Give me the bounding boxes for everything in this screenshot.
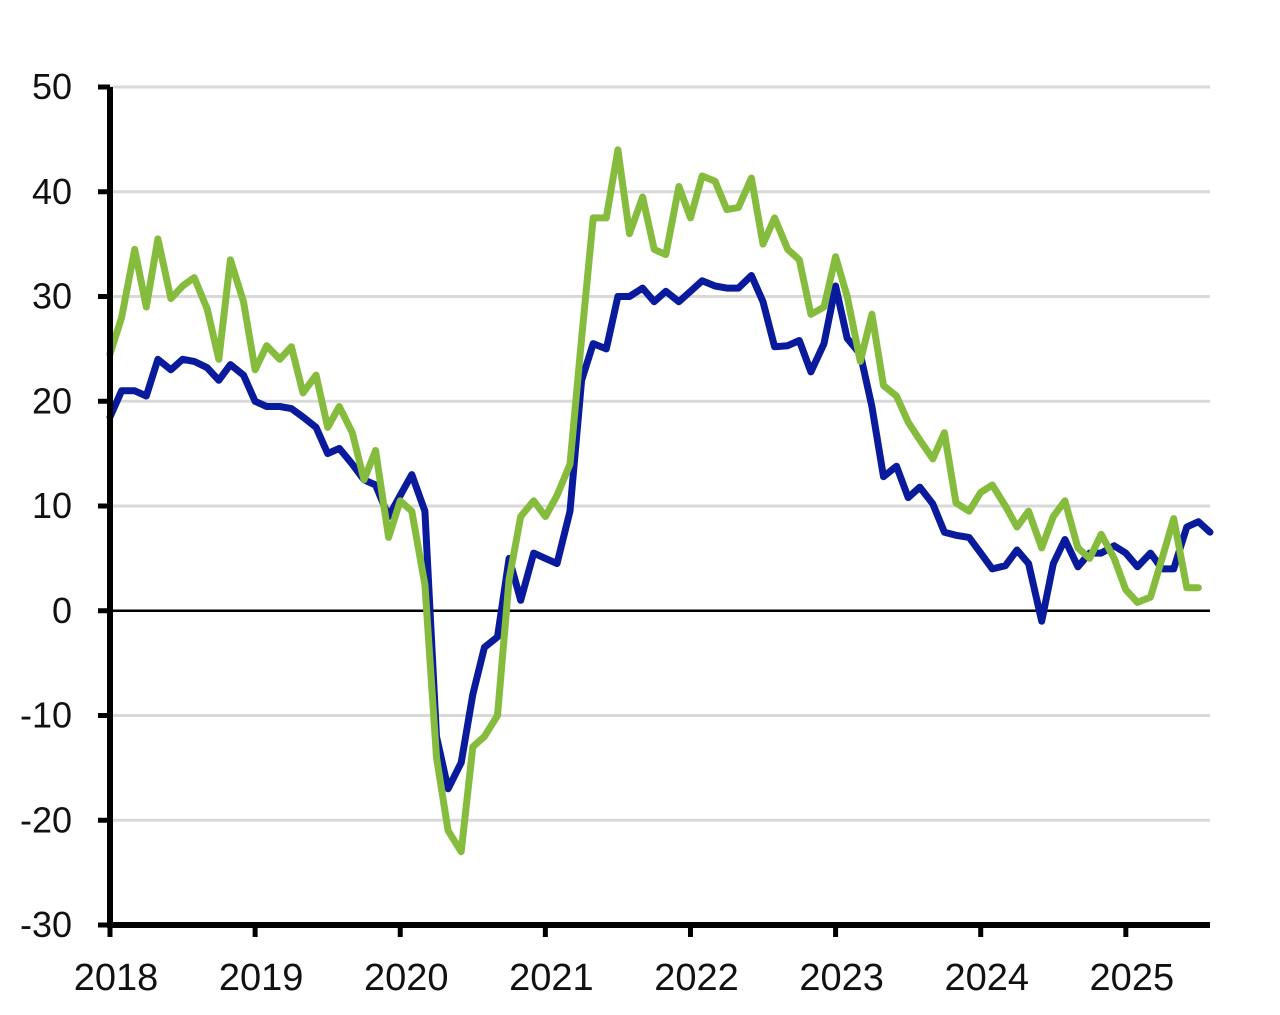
y-tick-label: -20 — [20, 799, 72, 840]
x-tick-labels: 2018 2019 2020 2021 2022 2023 2024 2025 — [74, 957, 1174, 999]
series-line-1 — [106, 272, 1214, 793]
x-tick-label: 2021 — [509, 957, 594, 999]
x-tick-label: 2020 — [364, 957, 449, 999]
y-tick-label: -10 — [20, 695, 72, 736]
x-tick-label: 2018 — [74, 957, 159, 999]
y-tick-label: 30 — [32, 276, 72, 317]
y-tick-label: 0 — [52, 590, 72, 631]
y-tick-label: -30 — [20, 904, 72, 945]
y-tick-labels: -30 -20 -10 0 10 20 30 40 50 — [20, 66, 72, 945]
gridlines — [110, 85, 1210, 822]
series-line-2 — [106, 146, 1202, 856]
x-tick-label: 2022 — [654, 957, 739, 999]
x-tick-label: 2024 — [944, 957, 1029, 999]
y-tick-label: 10 — [32, 485, 72, 526]
series-lines — [106, 146, 1214, 856]
axes — [98, 84, 1210, 937]
y-tick-label: 40 — [32, 171, 72, 212]
x-tick-label: 2019 — [219, 957, 304, 999]
y-tick-label: 20 — [32, 380, 72, 421]
y-tick-label: 50 — [32, 66, 72, 107]
x-tick-label: 2025 — [1090, 957, 1175, 999]
x-tick-label: 2023 — [799, 957, 884, 999]
